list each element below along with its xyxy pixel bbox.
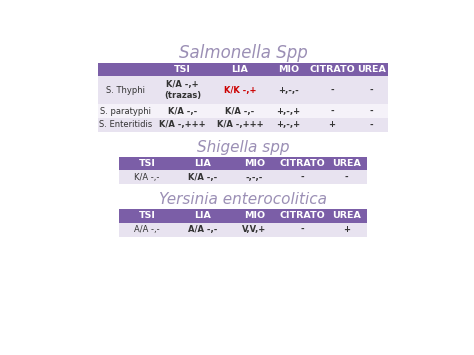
Text: MIO: MIO — [278, 65, 299, 74]
Text: Yersinia enterocolitica: Yersinia enterocolitica — [159, 192, 327, 207]
Bar — [98, 118, 154, 132]
Text: CITRATO: CITRATO — [280, 211, 326, 220]
Bar — [309, 62, 356, 76]
Text: MIO: MIO — [244, 211, 265, 220]
Bar — [211, 76, 268, 104]
Text: -: - — [370, 120, 374, 130]
Text: CITRATO: CITRATO — [309, 65, 355, 74]
Bar — [268, 76, 309, 104]
Text: LIA: LIA — [194, 159, 211, 168]
Text: +: + — [343, 225, 350, 234]
Text: Salmonella Spp: Salmonella Spp — [179, 44, 307, 62]
Bar — [98, 62, 154, 76]
Text: S. Thyphi: S. Thyphi — [106, 86, 146, 95]
Text: K/A -,-: K/A -,- — [134, 173, 160, 182]
Bar — [356, 104, 388, 118]
Bar — [175, 223, 230, 237]
Text: LIA: LIA — [194, 211, 211, 220]
Text: A/A -,-: A/A -,- — [188, 225, 217, 234]
Text: K/A -,+++: K/A -,+++ — [217, 120, 263, 130]
Text: K/K -,+: K/K -,+ — [224, 86, 256, 95]
Text: -: - — [330, 106, 334, 116]
Text: K/A -,-: K/A -,- — [225, 106, 255, 116]
Bar — [356, 76, 388, 104]
Bar — [98, 76, 154, 104]
Bar — [327, 170, 367, 184]
Text: TSI: TSI — [138, 159, 155, 168]
Bar — [309, 104, 356, 118]
Bar — [175, 209, 230, 223]
Text: TSI: TSI — [138, 211, 155, 220]
Text: V,V,+: V,V,+ — [242, 225, 267, 234]
Text: +: + — [328, 120, 336, 130]
Text: +,-,+: +,-,+ — [277, 106, 301, 116]
Text: MIO: MIO — [244, 159, 265, 168]
Text: TSI: TSI — [174, 65, 191, 74]
Bar — [175, 157, 230, 170]
Bar — [327, 223, 367, 237]
Bar — [211, 104, 268, 118]
Text: -: - — [301, 173, 304, 182]
Text: Shigella spp: Shigella spp — [197, 140, 289, 155]
Bar — [327, 157, 367, 170]
Bar — [309, 76, 356, 104]
Bar — [279, 157, 327, 170]
Bar — [356, 62, 388, 76]
Text: UREA: UREA — [357, 65, 386, 74]
Text: +,-,-: +,-,- — [278, 86, 299, 95]
Bar — [119, 223, 175, 237]
Bar — [154, 76, 211, 104]
Bar — [230, 223, 279, 237]
Text: S. paratyphi: S. paratyphi — [100, 106, 151, 116]
Text: A/A -,-: A/A -,- — [134, 225, 160, 234]
Text: -: - — [301, 225, 304, 234]
Bar — [154, 118, 211, 132]
Bar — [327, 209, 367, 223]
Bar — [211, 62, 268, 76]
Bar — [119, 209, 175, 223]
Text: K/A -,+++: K/A -,+++ — [159, 120, 206, 130]
Bar — [154, 104, 211, 118]
Text: +,-,+: +,-,+ — [277, 120, 301, 130]
Text: K/A -,+
(trazas): K/A -,+ (trazas) — [164, 80, 201, 100]
Bar — [175, 170, 230, 184]
Text: -: - — [370, 86, 374, 95]
Bar — [268, 118, 309, 132]
Bar — [279, 223, 327, 237]
Text: -: - — [370, 106, 374, 116]
Bar — [230, 170, 279, 184]
Bar — [309, 118, 356, 132]
Text: -: - — [345, 173, 348, 182]
Text: K/A -,-: K/A -,- — [168, 106, 197, 116]
Text: LIA: LIA — [231, 65, 248, 74]
Bar — [230, 157, 279, 170]
Text: -: - — [330, 86, 334, 95]
Text: UREA: UREA — [332, 159, 361, 168]
Text: K/A -,-: K/A -,- — [188, 173, 217, 182]
Bar — [268, 104, 309, 118]
Bar — [356, 118, 388, 132]
Text: S. Enteritidis: S. Enteritidis — [99, 120, 153, 130]
Text: -,-,-: -,-,- — [246, 173, 263, 182]
Bar — [119, 170, 175, 184]
Bar — [211, 118, 268, 132]
Bar — [98, 104, 154, 118]
Bar — [279, 170, 327, 184]
Text: CITRATO: CITRATO — [280, 159, 326, 168]
Bar — [119, 157, 175, 170]
Bar — [154, 62, 211, 76]
Text: UREA: UREA — [332, 211, 361, 220]
Bar — [268, 62, 309, 76]
Bar — [279, 209, 327, 223]
Bar — [230, 209, 279, 223]
